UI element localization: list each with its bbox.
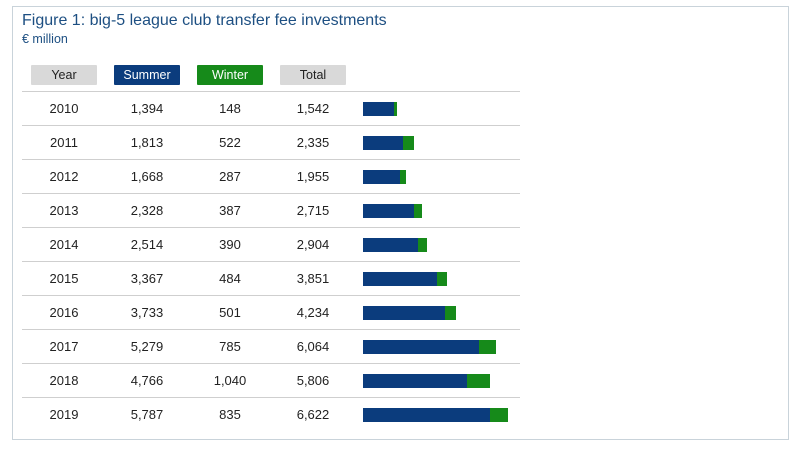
table-row: 2017 5,279 785 6,064 bbox=[22, 329, 520, 363]
cell-winter: 484 bbox=[219, 271, 241, 286]
stacked-bar bbox=[363, 204, 513, 218]
cell-summer: 1,394 bbox=[130, 101, 164, 116]
cell-winter: 501 bbox=[219, 305, 241, 320]
cell-total: 1,955 bbox=[296, 169, 330, 184]
bar-winter bbox=[436, 272, 448, 286]
stacked-bar bbox=[363, 136, 513, 150]
stacked-bar bbox=[363, 340, 513, 354]
data-table: 2010 1,394 148 1,542 2011 1,813 522 2,335 2012 1,… bbox=[22, 91, 520, 431]
table-row: 2013 2,328 387 2,715 bbox=[22, 193, 520, 227]
bar-summer bbox=[363, 238, 419, 252]
bar-winter bbox=[418, 238, 427, 252]
cell-summer: 1,813 bbox=[130, 135, 164, 150]
cell-winter: 287 bbox=[219, 169, 241, 184]
cell-summer: 3,367 bbox=[130, 271, 164, 286]
cell-year: 2015 bbox=[49, 271, 79, 286]
cell-total: 2,904 bbox=[296, 237, 330, 252]
cell-year: 2011 bbox=[50, 135, 78, 150]
chart-title: Figure 1: big-5 league club transfer fee… bbox=[22, 12, 387, 29]
bar-summer bbox=[363, 306, 445, 320]
cell-total: 4,234 bbox=[296, 305, 330, 320]
cell-winter: 835 bbox=[219, 407, 241, 422]
header-total: Total bbox=[280, 65, 346, 85]
bar-summer bbox=[363, 374, 468, 388]
cell-summer: 2,514 bbox=[130, 237, 164, 252]
table-row: 2016 3,733 501 4,234 bbox=[22, 295, 520, 329]
cell-year: 2010 bbox=[49, 101, 79, 116]
header-winter: Winter bbox=[197, 65, 263, 85]
cell-year: 2016 bbox=[49, 305, 79, 320]
table-row: 2018 4,766 1,040 5,806 bbox=[22, 363, 520, 397]
table-row: 2014 2,514 390 2,904 bbox=[22, 227, 520, 261]
stacked-bar bbox=[363, 238, 513, 252]
bar-summer bbox=[363, 102, 394, 116]
bar-winter bbox=[444, 306, 456, 320]
chart-subtitle: € million bbox=[22, 32, 68, 46]
cell-summer: 2,328 bbox=[130, 203, 164, 218]
bar-winter bbox=[478, 340, 496, 354]
cell-summer: 1,668 bbox=[130, 169, 164, 184]
cell-total: 2,335 bbox=[296, 135, 330, 150]
table-row: 2011 1,813 522 2,335 bbox=[22, 125, 520, 159]
cell-summer: 4,766 bbox=[130, 373, 164, 388]
table-row: 2019 5,787 835 6,622 bbox=[22, 397, 520, 431]
cell-winter: 522 bbox=[219, 135, 241, 150]
cell-summer: 3,733 bbox=[130, 305, 164, 320]
cell-year: 2019 bbox=[49, 407, 79, 422]
cell-winter: 387 bbox=[219, 203, 241, 218]
bar-winter bbox=[402, 136, 415, 150]
bar-winter bbox=[489, 408, 508, 422]
cell-total: 1,542 bbox=[296, 101, 330, 116]
bar-winter bbox=[413, 204, 423, 218]
stacked-bar bbox=[363, 170, 513, 184]
header-summer: Summer bbox=[114, 65, 180, 85]
bar-summer bbox=[363, 170, 400, 184]
stacked-bar bbox=[363, 374, 513, 388]
bar-winter bbox=[467, 374, 491, 388]
table-row: 2010 1,394 148 1,542 bbox=[22, 91, 520, 125]
cell-year: 2017 bbox=[49, 339, 79, 354]
cell-year: 2013 bbox=[49, 203, 79, 218]
bar-summer bbox=[363, 408, 490, 422]
table-row: 2012 1,668 287 1,955 bbox=[22, 159, 520, 193]
cell-total: 3,851 bbox=[296, 271, 330, 286]
cell-summer: 5,787 bbox=[130, 407, 164, 422]
stacked-bar bbox=[363, 272, 513, 286]
bar-summer bbox=[363, 340, 479, 354]
cell-winter: 785 bbox=[219, 339, 241, 354]
cell-year: 2018 bbox=[49, 373, 79, 388]
bar-summer bbox=[363, 204, 414, 218]
cell-winter: 390 bbox=[219, 237, 241, 252]
header-year: Year bbox=[31, 65, 97, 85]
cell-summer: 5,279 bbox=[130, 339, 164, 354]
cell-year: 2014 bbox=[49, 237, 79, 252]
stacked-bar bbox=[363, 408, 513, 422]
cell-total: 6,064 bbox=[296, 339, 330, 354]
cell-winter: 1,040 bbox=[213, 373, 247, 388]
cell-winter: 148 bbox=[219, 101, 241, 116]
table-row: 2015 3,367 484 3,851 bbox=[22, 261, 520, 295]
stacked-bar bbox=[363, 102, 513, 116]
bar-winter bbox=[393, 102, 397, 116]
bar-summer bbox=[363, 136, 403, 150]
cell-total: 6,622 bbox=[296, 407, 330, 422]
cell-year: 2012 bbox=[49, 169, 79, 184]
stacked-bar bbox=[363, 306, 513, 320]
cell-total: 2,715 bbox=[296, 203, 330, 218]
bar-winter bbox=[399, 170, 406, 184]
figure-frame bbox=[12, 6, 789, 440]
bar-summer bbox=[363, 272, 437, 286]
cell-total: 5,806 bbox=[296, 373, 330, 388]
